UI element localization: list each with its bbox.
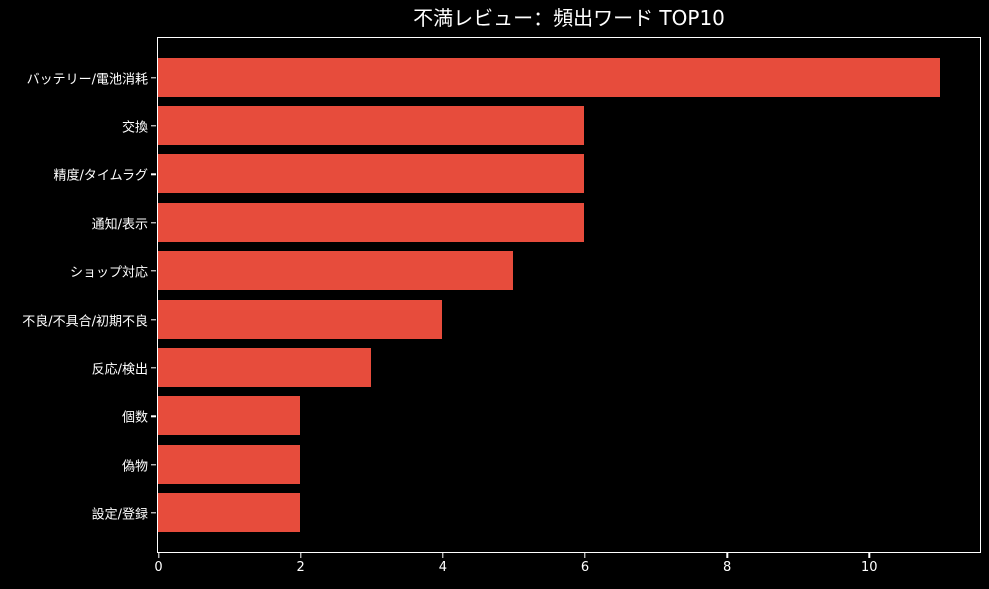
y-tick-label: バッテリー/電池消耗 xyxy=(26,72,148,87)
x-tick-mark xyxy=(584,553,586,558)
y-tick-label: 交換 xyxy=(121,120,148,136)
y-tick-mark xyxy=(151,125,156,127)
y-tick-mark xyxy=(151,512,156,514)
y-tick-label: 個数 xyxy=(121,410,148,426)
y-tick-label: 反応/検出 xyxy=(91,362,148,378)
y-tick-mark xyxy=(151,463,156,466)
y-tick-label: 不良/不具合/初期不良 xyxy=(22,314,148,329)
x-tick-mark xyxy=(157,553,160,558)
y-tick-mark xyxy=(151,367,156,369)
y-tick-mark xyxy=(151,270,156,272)
y-tick-label: 偽物 xyxy=(121,459,148,475)
plot-area xyxy=(157,37,981,553)
y-tick-label: 設定/登録 xyxy=(91,507,148,523)
x-tick-label: 6 xyxy=(580,560,590,575)
x-tick-label: 2 xyxy=(296,560,305,575)
bar-segment xyxy=(158,493,301,533)
bar-segment xyxy=(158,202,585,242)
bar-segment xyxy=(158,347,372,387)
chart-title: 不満レビュー：頻出ワード TOP10 xyxy=(413,6,725,30)
y-tick-mark xyxy=(151,76,156,79)
bar-segment xyxy=(158,299,443,339)
y-tick-mark xyxy=(151,221,156,224)
x-tick-label: 10 xyxy=(861,560,878,575)
x-tick-mark xyxy=(442,553,444,558)
x-tick-mark xyxy=(299,553,302,558)
bar-segment xyxy=(158,105,585,145)
x-tick-label: 8 xyxy=(723,560,732,575)
y-tick-label: 通知/表示 xyxy=(91,217,148,233)
bar-segment xyxy=(158,154,585,194)
x-tick-mark xyxy=(726,553,728,558)
bar-segment xyxy=(158,251,514,291)
y-tick-mark xyxy=(151,415,156,417)
x-tick-mark xyxy=(868,553,871,558)
x-tick-label: 0 xyxy=(154,560,163,575)
bar-segment xyxy=(158,444,301,484)
y-tick-label: ショップ対応 xyxy=(69,265,148,281)
y-tick-mark xyxy=(151,318,156,321)
y-tick-label: 精度/タイムラグ xyxy=(53,168,148,184)
bar-segment xyxy=(158,57,940,97)
bar-segment xyxy=(158,396,301,436)
x-tick-label: 4 xyxy=(438,560,447,575)
y-tick-mark xyxy=(151,173,156,175)
